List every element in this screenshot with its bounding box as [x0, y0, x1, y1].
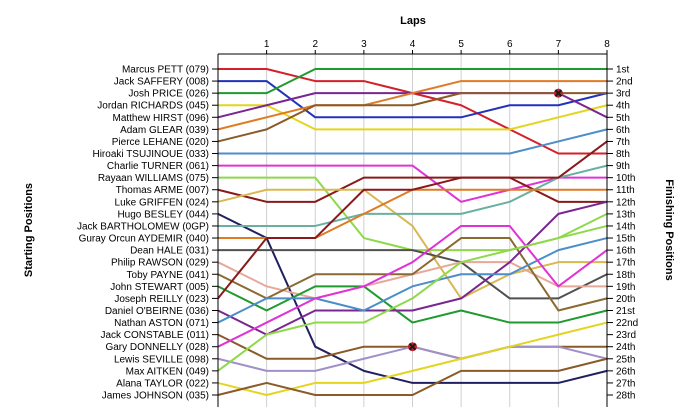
finishing-position-label: 8th: [616, 149, 630, 160]
x-tick-label: 5: [458, 39, 464, 50]
x-tick-label: 8: [604, 39, 610, 50]
series-line-16: [218, 249, 608, 300]
series-line-8: [218, 128, 608, 155]
x-tick-label: 6: [507, 39, 513, 50]
finishing-position-label: 6th: [616, 125, 630, 136]
starting-position-label: Thomas ARME (007): [116, 185, 209, 196]
starting-position-label: Marcus PETT (079): [122, 65, 209, 76]
series-line-14: [218, 164, 608, 227]
series-line-26: [217, 224, 608, 372]
starting-position-label: Pierce LEHANE (020): [112, 137, 209, 148]
x-tick-label: 7: [556, 39, 562, 50]
series-line-2: [218, 80, 608, 119]
series-line-3: [218, 68, 607, 95]
starting-position-label: Gary DONNELLY (028): [105, 342, 209, 353]
series-line-21: [217, 200, 608, 336]
starting-position-label: Toby PAYNE (041): [127, 270, 209, 281]
starting-position-label: Daniel O'BEIRNE (036): [105, 306, 209, 317]
finishing-position-label: 20th: [616, 294, 635, 305]
starting-position-label: Adam GLEAR (039): [120, 125, 209, 136]
grid: [266, 54, 608, 407]
finishing-position-label: 16th: [616, 246, 635, 257]
series-line-22: [217, 237, 608, 324]
finishing-position-label: 3rd: [616, 89, 630, 100]
labels: 1 2 3 4 5 6 7 8 Marcus PETT (079)Jack SAFFERY (0…: [77, 39, 638, 402]
series-line-6: [217, 80, 607, 131]
left-axis-title: Starting Positions: [23, 183, 35, 277]
starting-position-label: Guray Orcun AYDEMIR (040): [79, 234, 209, 245]
finishing-position-label: 12th: [616, 197, 635, 208]
x-tick-label: 1: [264, 39, 270, 50]
series-line-20: [217, 140, 608, 300]
x-axis-title: Laps: [400, 15, 426, 27]
right-axis-title: Finishing Positions: [663, 179, 675, 280]
finishing-position-label: 26th: [616, 366, 635, 377]
finishing-position-label: 19th: [616, 282, 635, 293]
series-line-19: [217, 285, 608, 324]
starting-position-label: Charlie TURNER (061): [107, 161, 209, 172]
starting-position-label: Rayaan WILLIAMS (075): [98, 173, 209, 184]
markers: [408, 88, 563, 352]
finishing-position-label: 24th: [616, 342, 635, 353]
finishing-position-label: 2nd: [616, 77, 633, 88]
x-marker-cross: [408, 342, 417, 351]
finishing-position-label: 22nd: [616, 318, 638, 329]
finishing-position-label: 14th: [616, 221, 635, 232]
finishing-position-label: 11th: [616, 185, 635, 196]
series-line-18: [217, 237, 608, 312]
starting-position-label: Hiroaki TSUJINOUE (033): [92, 149, 209, 160]
x-marker: [408, 342, 417, 352]
finishing-position-label: 18th: [616, 270, 635, 281]
series-line-28: [217, 357, 608, 396]
series-line-24: [217, 224, 608, 348]
finishing-position-label: 13th: [616, 209, 635, 220]
series-line-13: [217, 212, 608, 384]
finishing-position-label: 7th: [616, 137, 630, 148]
starting-position-label: Luke GRIFFEN (024): [115, 197, 209, 208]
x-tick-label: 2: [312, 39, 318, 50]
starting-position-label: Jack CONSTABLE (011): [100, 330, 209, 341]
finishing-position-label: 21st: [616, 306, 635, 317]
starting-position-label: Jack SAFFERY (008): [114, 77, 209, 88]
starting-position-label: Dean HALE (031): [130, 246, 209, 257]
starting-position-label: Max AITKEN (049): [126, 366, 209, 377]
starting-position-label: Philip RAWSON (029): [111, 258, 209, 269]
starting-position-label: Nathan ASTON (071): [114, 318, 209, 329]
starting-position-label: Hugo BESLEY (044): [117, 209, 209, 220]
finishing-position-label: 5th: [616, 113, 630, 124]
x-marker-cross: [554, 89, 563, 97]
x-tick-label: 3: [361, 39, 367, 50]
axes: [212, 50, 613, 407]
finishing-position-label: 28th: [616, 391, 635, 402]
x-tick-label: 4: [410, 39, 416, 50]
starting-position-label: Alana TAYLOR (022): [116, 378, 209, 389]
series-line-27: [217, 321, 608, 396]
finishing-position-label: 23rd: [616, 330, 636, 341]
starting-position-label: Jack BARTHOLOMEW (0GP): [77, 221, 209, 232]
finishing-position-label: 10th: [616, 173, 635, 184]
series-line-9: [218, 164, 607, 203]
finishing-position-label: 9th: [616, 161, 630, 172]
finishing-position-label: 27th: [616, 378, 635, 389]
finishing-position-label: 15th: [616, 234, 635, 245]
starting-position-label: James JOHNSON (035): [102, 391, 209, 402]
starting-position-label: Josh PRICE (026): [128, 89, 209, 100]
starting-position-label: Jordan RICHARDS (045): [97, 101, 209, 112]
starting-position-label: Matthew HIRST (096): [112, 113, 209, 124]
finishing-position-label: 1st: [616, 65, 630, 76]
starting-position-label: Lewis SEVILLE (098): [114, 354, 209, 365]
starting-position-label: Joseph REILLY (023): [114, 294, 209, 305]
finishing-position-label: 17th: [616, 258, 635, 269]
finishing-position-label: 25th: [616, 354, 635, 365]
x-marker: [553, 88, 563, 98]
series-line-11: [217, 176, 607, 203]
finishing-position-label: 4th: [616, 101, 630, 112]
starting-position-label: John STEWART (005): [110, 282, 209, 293]
series-line-7: [217, 92, 607, 143]
